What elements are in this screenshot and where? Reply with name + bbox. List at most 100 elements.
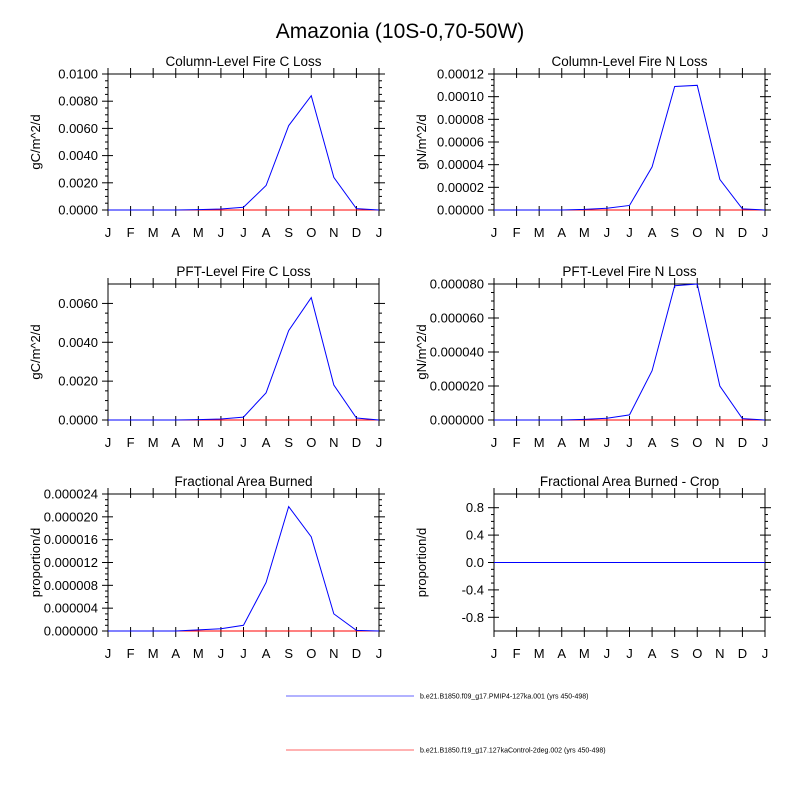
y-tick-label: 0.000080 xyxy=(430,277,484,292)
x-tick-label: J xyxy=(105,646,112,661)
x-tick-label: S xyxy=(284,225,293,240)
x-tick-label: F xyxy=(127,225,135,240)
y-tick-label: 0.0060 xyxy=(58,296,98,311)
panel-3: J F M A M J J A S O N D J0.00000.00200.00400.0060PFT… xyxy=(28,264,385,450)
x-tick-label: M xyxy=(579,646,590,661)
x-tick-label: J xyxy=(218,435,225,450)
y-tick-label: -0.8 xyxy=(462,610,484,625)
y-tick-label: 0.000060 xyxy=(430,311,484,326)
x-tick-label: M xyxy=(534,435,545,450)
x-tick-label: D xyxy=(352,225,361,240)
x-tick-label: A xyxy=(648,225,657,240)
x-tick-label: A xyxy=(557,435,566,450)
x-tick-label: N xyxy=(329,225,338,240)
x-tick-label: N xyxy=(329,435,338,450)
y-tick-label: 0.000020 xyxy=(430,379,484,394)
panel-title: Fractional Area Burned - Crop xyxy=(540,474,719,489)
x-tick-label: M xyxy=(148,225,159,240)
y-axis-label: gC/m^2/d xyxy=(28,114,43,169)
series-line-1 xyxy=(108,94,380,211)
x-tick-label: M xyxy=(579,225,590,240)
series-line-1 xyxy=(108,296,380,421)
y-tick-label: 0.00010 xyxy=(437,89,484,104)
x-tick-label: J xyxy=(105,435,112,450)
legend-label-2: b.e21.B1850.f19_g17.127kaControl-2deg.00… xyxy=(420,748,606,755)
plot-frame xyxy=(493,283,766,421)
series-line-1 xyxy=(494,84,766,211)
x-tick-label: S xyxy=(284,435,293,450)
panel-5: J F M A M J J A S O N D J0.0000000.0000040.0000080.0… xyxy=(28,474,385,661)
x-tick-label: F xyxy=(127,646,135,661)
x-tick-label: J xyxy=(491,435,498,450)
y-tick-label: 0.0060 xyxy=(58,121,98,136)
legend-label-1: b.e21.B1850.f09_g17.PMIP4-127ka.001 (yrs… xyxy=(420,694,589,701)
x-tick-label: M xyxy=(534,225,545,240)
x-tick-label: J xyxy=(240,225,247,240)
x-tick-label: A xyxy=(557,646,566,661)
x-tick-label: J xyxy=(376,435,383,450)
y-tick-label: 0.000008 xyxy=(44,578,98,593)
y-tick-label: 0.0100 xyxy=(58,67,98,82)
x-tick-label: M xyxy=(193,225,204,240)
x-tick-label: D xyxy=(352,646,361,661)
x-tick-label: O xyxy=(306,435,316,450)
y-tick-label: 0.000020 xyxy=(44,509,98,524)
panel-title: PFT-Level Fire C Loss xyxy=(176,264,311,279)
x-tick-label: N xyxy=(715,435,724,450)
x-tick-label: N xyxy=(715,646,724,661)
series-line-1 xyxy=(108,505,380,632)
y-tick-label: 0.000024 xyxy=(44,487,98,502)
x-tick-label: N xyxy=(329,646,338,661)
x-tick-label: J xyxy=(376,646,383,661)
x-tick-label: J xyxy=(762,435,769,450)
x-tick-label: A xyxy=(557,225,566,240)
y-tick-label: 0.4 xyxy=(466,528,484,543)
x-tick-label: M xyxy=(193,646,204,661)
y-tick-label: 0.0 xyxy=(466,555,484,570)
x-tick-label: O xyxy=(306,646,316,661)
legend: b.e21.B1850.f09_g17.PMIP4-127ka.001 (yrs… xyxy=(286,694,606,755)
x-tick-label: J xyxy=(626,646,633,661)
x-tick-label: O xyxy=(692,435,702,450)
plot-frame xyxy=(107,493,380,632)
x-tick-label: M xyxy=(148,435,159,450)
figure-title: Amazonia (10S-0,70-50W) xyxy=(276,20,525,43)
x-tick-label: F xyxy=(513,225,521,240)
y-tick-label: 0.8 xyxy=(466,500,484,515)
y-tick-label: 0.0040 xyxy=(58,335,98,350)
x-tick-label: D xyxy=(738,646,747,661)
x-tick-label: J xyxy=(376,225,383,240)
panel-2: J F M A M J J A S O N D J0.000000.000020.000040.0000… xyxy=(414,54,771,240)
x-tick-label: N xyxy=(715,225,724,240)
x-tick-label: J xyxy=(762,225,769,240)
panel-title: Column-Level Fire N Loss xyxy=(551,54,707,69)
y-tick-label: 0.00006 xyxy=(437,135,484,150)
y-tick-label: 0.000000 xyxy=(44,624,98,639)
x-tick-label: A xyxy=(171,646,180,661)
series-line-1 xyxy=(494,283,766,421)
y-tick-label: 0.000004 xyxy=(44,601,98,616)
x-tick-label: J xyxy=(604,225,611,240)
x-tick-label: M xyxy=(534,646,545,661)
plot-frame xyxy=(107,73,380,211)
y-tick-label: 0.0020 xyxy=(58,374,98,389)
x-tick-label: A xyxy=(262,225,271,240)
x-tick-label: M xyxy=(193,435,204,450)
x-tick-label: J xyxy=(626,225,633,240)
x-tick-label: J xyxy=(604,435,611,450)
x-tick-label: A xyxy=(262,435,271,450)
y-tick-label: 0.000000 xyxy=(430,413,484,428)
y-tick-label: 0.00012 xyxy=(437,67,484,82)
y-tick-label: 0.0080 xyxy=(58,94,98,109)
x-tick-label: J xyxy=(105,225,112,240)
y-tick-label: 0.0000 xyxy=(58,413,98,428)
y-tick-label: 0.0020 xyxy=(58,175,98,190)
x-tick-label: S xyxy=(670,646,679,661)
x-tick-label: M xyxy=(579,435,590,450)
x-tick-label: O xyxy=(306,225,316,240)
plot-frame xyxy=(107,283,380,421)
x-tick-label: D xyxy=(738,435,747,450)
x-tick-label: A xyxy=(171,225,180,240)
x-tick-label: A xyxy=(171,435,180,450)
panel-title: PFT-Level Fire N Loss xyxy=(562,264,697,279)
